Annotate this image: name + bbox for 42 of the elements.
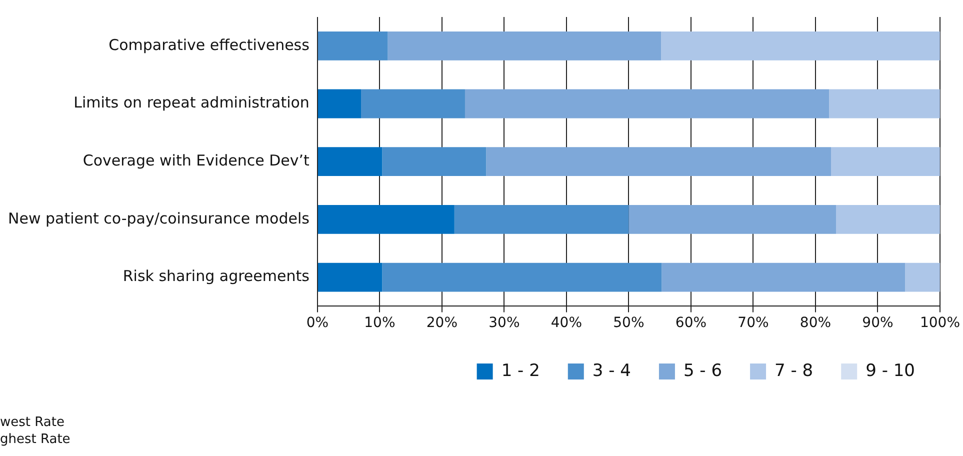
x-tick-label: 80% (800, 315, 832, 332)
x-tick-label: 100% (920, 315, 960, 332)
x-tick-label: 90% (862, 315, 894, 332)
x-tick-label: 70% (738, 315, 769, 332)
legend-label: 9 - 10 (866, 360, 915, 381)
bar (361, 89, 465, 118)
x-tick-label: 40% (550, 315, 582, 332)
bar (388, 31, 662, 60)
y-tick-label: Coverage with Evidence Dev’t (82, 151, 310, 170)
bar (628, 204, 836, 234)
x-tick-label: 20% (426, 315, 458, 332)
bar (382, 262, 662, 292)
legend-label: 7 - 8 (774, 360, 814, 381)
bar (318, 89, 362, 118)
bar (905, 262, 940, 292)
x-tick-label: 30% (488, 315, 520, 332)
legend-label: 1 - 2 (501, 360, 540, 381)
text: west Rate (0, 414, 66, 431)
x-tick-label: 50% (613, 315, 644, 332)
bar (829, 89, 940, 118)
y-tick-label: Limits on repeat administration (74, 94, 310, 112)
bar (662, 262, 906, 292)
bar (661, 31, 940, 60)
bar (318, 31, 388, 60)
legend-label: 5 - 6 (683, 360, 722, 381)
x-tick-label: 10% (364, 315, 396, 332)
bar (486, 147, 832, 176)
x-tick-label: 60% (675, 315, 707, 332)
bar (464, 89, 830, 118)
text: ghest Rate (0, 431, 70, 448)
bar (831, 147, 940, 176)
legend-label: 3 - 4 (592, 360, 631, 381)
bar (318, 262, 382, 292)
x-tick-label: 0% (306, 315, 329, 332)
bar (318, 204, 454, 234)
y-tick-label: Risk sharing agreements (122, 267, 310, 286)
bar (454, 204, 629, 234)
bar (836, 204, 940, 234)
bar (318, 147, 382, 176)
y-tick-label: Comparative effectiveness (108, 36, 310, 54)
bar (382, 147, 486, 176)
y-tick-label: New patient co-pay/coinsurance models (8, 209, 310, 228)
